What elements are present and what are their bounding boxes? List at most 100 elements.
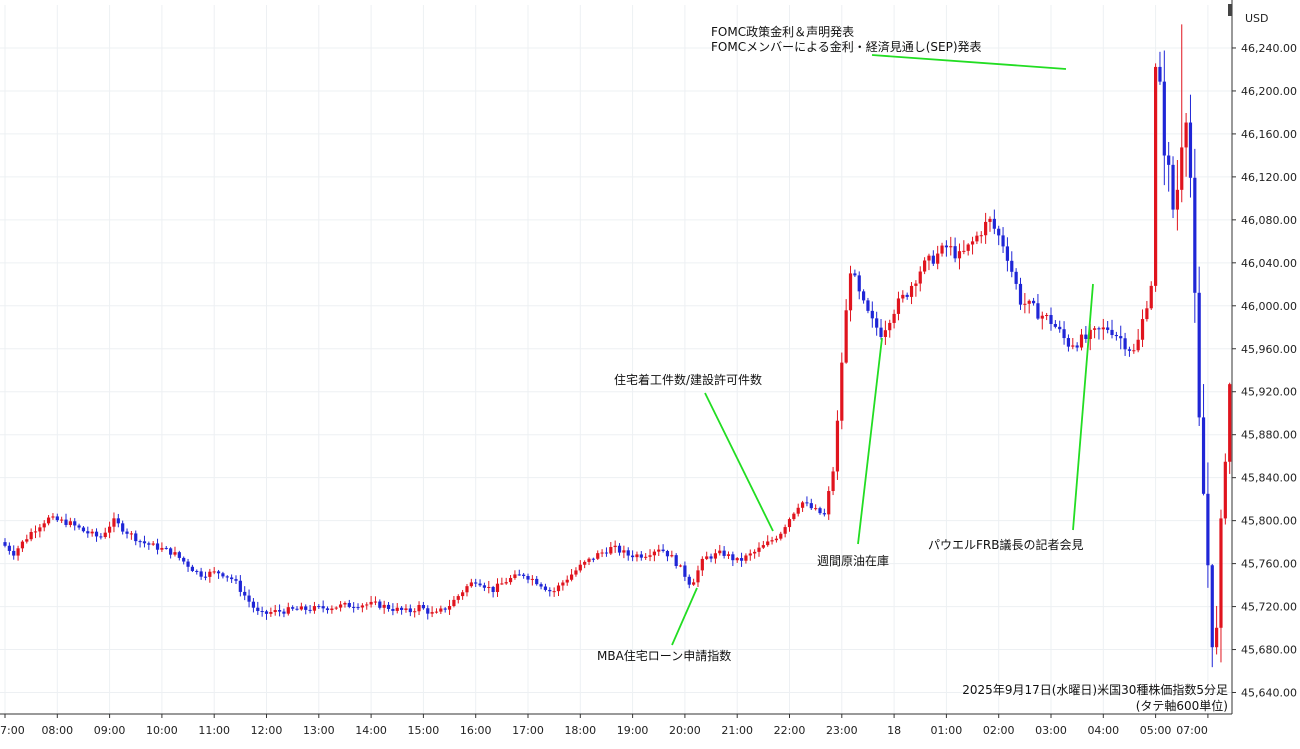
candle-body — [421, 605, 425, 609]
candle-body — [626, 550, 630, 556]
candle-body — [735, 558, 739, 561]
candle-body — [705, 556, 709, 559]
candle-body — [949, 246, 953, 248]
candle-body — [600, 552, 604, 554]
candle-body — [330, 608, 334, 611]
candle-body — [365, 604, 369, 606]
x-tick-label: 18:00 — [564, 724, 596, 737]
annotation-line-housing-starts — [704, 392, 774, 532]
y-tick-label: 45,840.00 — [1241, 472, 1297, 485]
candle-body — [866, 300, 870, 311]
candle-body — [1010, 260, 1014, 272]
candle-body — [1027, 300, 1031, 304]
annotation-line-fomc — [871, 54, 1067, 70]
candle-body — [1228, 384, 1232, 462]
candle-body — [334, 607, 338, 609]
candle-body — [395, 607, 399, 611]
candle-body — [443, 608, 447, 610]
x-tick-label: 17:00 — [512, 724, 544, 737]
candle-body — [308, 609, 312, 611]
candle-body — [574, 570, 578, 575]
candle-body — [652, 551, 656, 556]
candle-body — [1162, 81, 1166, 156]
candle-body — [617, 545, 622, 553]
candle-body — [796, 507, 800, 514]
candle-body — [517, 574, 521, 576]
candle-body — [687, 576, 691, 585]
candle-body — [474, 582, 478, 584]
candle-body — [931, 255, 935, 264]
candle-body — [42, 523, 46, 528]
candle-body — [761, 545, 765, 548]
candle-body — [1167, 155, 1171, 165]
candle-body — [731, 554, 735, 561]
candle-body — [1175, 189, 1179, 210]
candle-body — [434, 611, 439, 613]
candle-body — [875, 318, 879, 328]
candle-body — [565, 579, 569, 583]
candle-body — [291, 607, 295, 609]
x-tick-label: 23:00 — [826, 724, 858, 737]
candle-body — [264, 611, 269, 614]
candle-body — [1188, 122, 1193, 178]
candle-body — [369, 601, 373, 605]
candle-body — [787, 519, 792, 528]
candle-body — [182, 557, 186, 562]
x-tick-label: 02:00 — [983, 724, 1015, 737]
annotation-fomc-title: FOMC政策金利＆声明発表 — [711, 24, 854, 39]
candle-body — [657, 549, 661, 552]
candle-body — [1018, 283, 1023, 305]
candle-body — [430, 612, 434, 614]
candle-body — [64, 519, 68, 525]
candle-body — [1171, 164, 1175, 210]
candle-body — [665, 551, 670, 557]
candle-body — [1114, 334, 1118, 337]
candle-body — [247, 595, 251, 602]
y-tick-label: 46,000.00 — [1241, 300, 1297, 313]
candle-body — [447, 606, 452, 610]
candle-body — [304, 606, 308, 610]
candle-body — [613, 545, 617, 548]
candle-body — [770, 540, 774, 542]
candle-body — [68, 521, 72, 525]
x-tick-label: 04:00 — [1087, 724, 1119, 737]
candle-body — [1158, 66, 1162, 82]
candle-body — [256, 607, 260, 612]
candle-body — [373, 601, 378, 603]
candle-body — [766, 541, 770, 546]
candle-body — [116, 518, 120, 524]
candle-body — [508, 577, 513, 583]
candle-body — [753, 551, 757, 554]
candle-body — [692, 582, 696, 585]
annotation-crude-inventory: 週間原油在庫 — [817, 554, 889, 568]
candle-body — [1088, 329, 1092, 339]
x-tick-label: 18 — [887, 724, 901, 737]
candle-body — [1101, 327, 1105, 330]
candle-body — [953, 246, 957, 259]
candle-body — [1005, 246, 1010, 261]
candle-body — [1201, 417, 1206, 494]
candle-body — [504, 582, 508, 584]
candle-body — [896, 298, 901, 314]
candle-body — [940, 245, 944, 254]
y-tick-label: 45,880.00 — [1241, 429, 1297, 442]
candle-body — [277, 610, 282, 612]
candle-body — [230, 577, 234, 580]
annotation-line-crude-inventory — [857, 337, 883, 545]
x-tick-label: 09:00 — [94, 724, 126, 737]
candle-body — [404, 608, 408, 610]
candle-body — [238, 580, 242, 592]
candle-body — [1062, 329, 1066, 339]
candle-body — [151, 543, 155, 545]
candle-body — [1036, 303, 1040, 319]
candle-body — [569, 574, 574, 580]
candle-body — [530, 578, 534, 580]
candle-body — [94, 531, 99, 537]
candle-body — [7, 545, 11, 551]
annotation-line-powell — [1072, 283, 1094, 531]
candle-body — [25, 539, 29, 542]
candle-body — [426, 608, 430, 614]
candle-body — [639, 554, 643, 558]
annotation-fomc-sep: FOMCメンバーによる金利・経済見通し(SEP)発表 — [711, 39, 982, 54]
candle-body — [55, 516, 59, 521]
